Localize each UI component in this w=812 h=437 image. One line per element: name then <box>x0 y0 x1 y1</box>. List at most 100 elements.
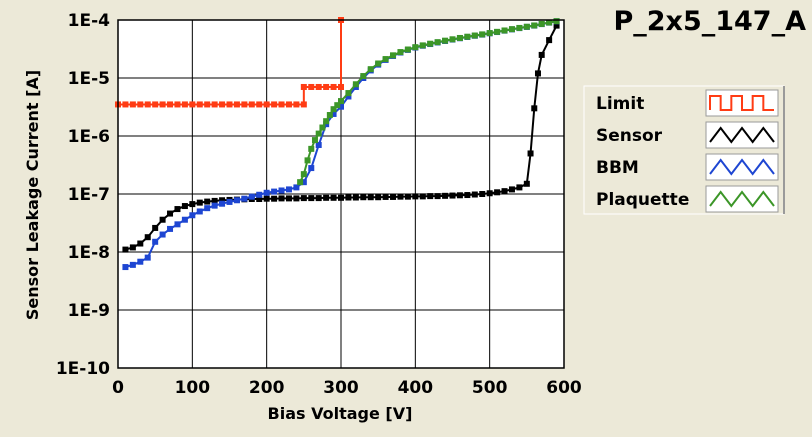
data-point-sensor <box>456 192 463 199</box>
series-sensor <box>122 22 560 253</box>
legend-item-sensor: Sensor <box>596 121 779 149</box>
y-tick-label: 1E-7 <box>68 185 110 205</box>
data-point-plaquette <box>501 27 508 34</box>
data-point-bbm <box>263 189 270 196</box>
data-point-limit <box>189 101 196 108</box>
data-point-plaquette <box>479 31 486 38</box>
data-point-sensor <box>367 194 374 201</box>
data-point-sensor <box>167 210 174 217</box>
data-point-sensor <box>516 184 523 191</box>
data-point-plaquette <box>404 46 411 53</box>
data-point-bbm <box>226 198 233 205</box>
legend: Limit Sensor BBM Plaquette <box>583 85 785 215</box>
data-point-sensor <box>404 193 411 200</box>
data-point-sensor <box>501 188 508 195</box>
legend-item-limit: Limit <box>596 89 779 117</box>
data-point-plaquette <box>523 23 530 30</box>
data-point-limit <box>196 101 203 108</box>
data-point-sensor <box>300 195 307 202</box>
data-point-bbm <box>219 200 226 207</box>
data-point-sensor <box>129 244 136 251</box>
data-point-plaquette <box>297 179 304 186</box>
y-axis-label: Sensor Leakage Current [A] <box>23 70 42 320</box>
data-point-plaquette <box>553 18 560 25</box>
data-point-bbm <box>167 225 174 232</box>
data-point-bbm <box>152 238 159 245</box>
data-point-limit <box>159 101 166 108</box>
legend-entries: Limit Sensor BBM Plaquette <box>596 89 779 213</box>
legend-swatch-bbm <box>705 153 779 181</box>
data-point-limit <box>167 101 174 108</box>
data-point-plaquette <box>323 118 330 125</box>
data-point-plaquette <box>311 137 318 144</box>
legend-swatch-line-bbm <box>709 158 775 176</box>
legend-item-bbm: BBM <box>596 153 779 181</box>
data-point-limit <box>211 101 218 108</box>
data-point-limit <box>271 101 278 108</box>
data-point-sensor <box>204 198 211 205</box>
x-axis-label: Bias Voltage [V] <box>268 404 413 423</box>
y-tick-label: 1E-4 <box>68 11 110 31</box>
legend-swatch-plaquette <box>705 185 779 213</box>
data-point-sensor <box>479 191 486 197</box>
data-point-sensor <box>397 193 404 200</box>
data-point-limit <box>241 101 248 108</box>
series-layer <box>115 17 560 271</box>
data-point-limit <box>204 101 211 108</box>
data-point-plaquette <box>419 42 426 49</box>
data-point-limit <box>293 101 300 108</box>
data-point-plaquette <box>464 33 471 40</box>
data-point-plaquette <box>397 49 404 56</box>
data-point-plaquette <box>486 30 493 37</box>
data-point-bbm <box>330 110 337 117</box>
data-point-sensor <box>523 180 530 187</box>
data-point-sensor <box>434 193 441 200</box>
data-point-plaquette <box>531 22 538 29</box>
data-point-limit <box>137 101 144 108</box>
y-tick-label: 1E-8 <box>68 243 110 263</box>
legend-label-plaquette: Plaquette <box>596 190 689 210</box>
data-point-sensor <box>144 234 151 241</box>
data-point-plaquette <box>538 20 545 27</box>
data-point-bbm <box>271 188 278 195</box>
data-point-sensor <box>553 22 560 29</box>
data-point-bbm <box>174 221 181 228</box>
y-tick-label: 1E-5 <box>68 69 110 89</box>
data-point-sensor <box>174 206 181 213</box>
data-point-bbm <box>315 141 322 148</box>
data-point-sensor <box>464 192 471 199</box>
data-point-limit <box>278 101 285 108</box>
data-point-limit <box>152 101 159 108</box>
data-point-bbm <box>278 187 285 194</box>
legend-swatch-sensor <box>705 121 779 149</box>
data-point-limit <box>174 101 181 108</box>
data-point-sensor <box>412 193 419 200</box>
data-point-plaquette <box>494 28 501 35</box>
data-point-bbm <box>122 264 129 271</box>
data-point-plaquette <box>412 44 419 51</box>
legend-swatch-line-plaquette <box>709 190 775 208</box>
data-point-plaquette <box>427 40 434 47</box>
data-point-limit <box>285 101 292 108</box>
data-point-sensor <box>375 194 382 201</box>
data-point-sensor <box>137 240 144 247</box>
data-point-sensor <box>427 193 434 200</box>
x-tick-label: 600 <box>546 378 582 398</box>
x-tick-label: 500 <box>472 378 508 398</box>
data-point-bbm <box>144 254 151 261</box>
data-point-plaquette <box>315 130 322 137</box>
data-point-limit <box>219 101 226 108</box>
data-point-sensor <box>122 246 129 253</box>
data-point-sensor <box>196 199 203 206</box>
data-point-bbm <box>241 195 248 202</box>
data-point-sensor <box>152 224 159 231</box>
data-point-plaquette <box>345 90 352 97</box>
data-point-limit <box>338 83 344 90</box>
data-point-limit <box>323 83 330 90</box>
data-point-plaquette <box>375 60 382 67</box>
x-tick-label: 100 <box>175 378 211 398</box>
data-point-sensor <box>271 195 278 202</box>
data-point-plaquette <box>326 112 333 119</box>
